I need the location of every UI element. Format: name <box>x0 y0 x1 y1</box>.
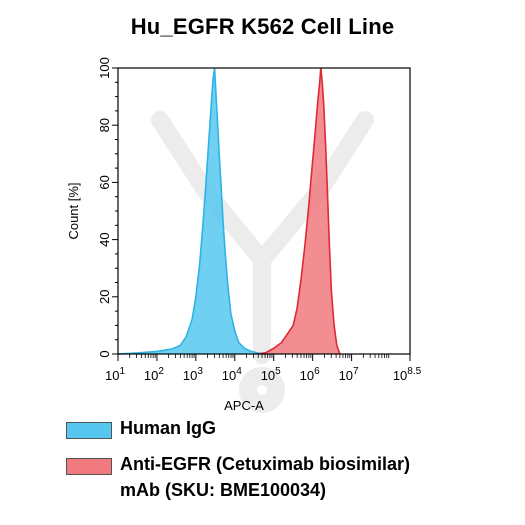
legend-label-human-igg: Human IgG <box>120 418 217 438</box>
chart-title: Hu_EGFR K562 Cell Line <box>130 14 395 39</box>
series-line-2 <box>258 67 341 355</box>
y-tick-label: 0 <box>97 350 112 357</box>
series-fill-1 <box>118 68 266 354</box>
legend-swatch-red <box>66 458 112 475</box>
legend-label-anti-egfr-line1: Anti-EGFR (Cetuximab biosimilar) <box>120 454 411 474</box>
y-tick-label: 20 <box>97 290 112 304</box>
x-tick-label: 108.5 <box>393 366 422 383</box>
y-axis-label: Count [%] <box>66 182 81 239</box>
x-axis-label: APC-A <box>224 398 264 413</box>
series-fill-2 <box>258 68 340 354</box>
y-tick-label: 80 <box>97 118 112 132</box>
y-tick-label: 60 <box>97 175 112 189</box>
y-tick-label: 100 <box>97 57 112 79</box>
x-tick-label: 103 <box>183 366 203 383</box>
legend-label-anti-egfr-line2: mAb (SKU: BME100034) <box>120 480 327 500</box>
x-tick-label: 106 <box>300 366 320 383</box>
x-tick-label: 107 <box>339 366 359 383</box>
series-line-1 <box>117 67 266 355</box>
x-tick-label: 104 <box>222 366 242 383</box>
x-tick-label: 102 <box>144 366 164 383</box>
watermark-logo <box>151 111 374 413</box>
x-tick-label: 105 <box>261 366 281 383</box>
y-tick-label: 40 <box>97 232 112 246</box>
legend-swatch-blue <box>66 422 112 439</box>
x-tick-label: 101 <box>105 366 125 383</box>
